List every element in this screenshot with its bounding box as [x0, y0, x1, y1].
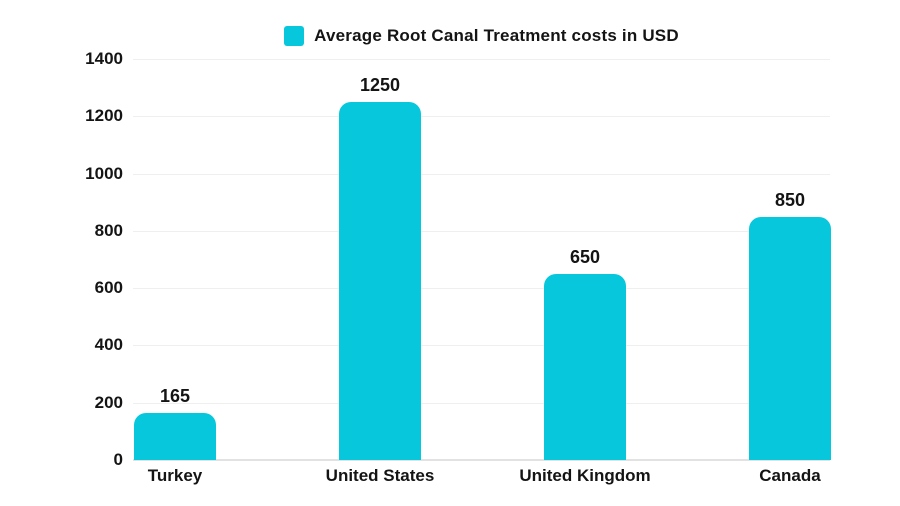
- bar-value-label: 650: [569, 246, 601, 267]
- y-tick-label: 1200: [85, 106, 123, 126]
- y-tick-label: 600: [94, 278, 123, 298]
- x-category-label: Turkey: [147, 466, 203, 485]
- gridline: [133, 345, 830, 347]
- y-tick-label: 200: [94, 392, 123, 412]
- gridline: [133, 230, 830, 232]
- y-tick-label: 800: [94, 220, 123, 240]
- x-category-label: United Kingdom: [519, 466, 651, 485]
- legend-swatch-icon: [284, 26, 305, 46]
- legend-label: Average Root Canal Treatment costs in US…: [314, 26, 679, 45]
- bar: [749, 216, 831, 460]
- x-category-label: Canada: [759, 466, 821, 485]
- bar-value-label: 850: [774, 189, 806, 210]
- bar: [339, 101, 421, 460]
- y-tick-label: 1400: [85, 49, 123, 68]
- gridline: [133, 59, 830, 60]
- y-tick-label: 1000: [85, 163, 123, 183]
- bar: [544, 273, 626, 460]
- bar-value-label: 1250: [359, 74, 401, 95]
- y-tick-label: 400: [94, 335, 123, 355]
- gridline: [133, 173, 830, 175]
- x-axis-line: [133, 459, 830, 461]
- gridline: [133, 116, 830, 118]
- x-category-label: United States: [325, 466, 435, 485]
- gridline: [133, 288, 830, 290]
- bar: [134, 412, 216, 460]
- gridline: [133, 402, 830, 404]
- y-tick-label: 0: [113, 450, 123, 469]
- bar-value-label: 165: [159, 385, 191, 406]
- chart-legend: Average Root Canal Treatment costs in US…: [133, 26, 830, 46]
